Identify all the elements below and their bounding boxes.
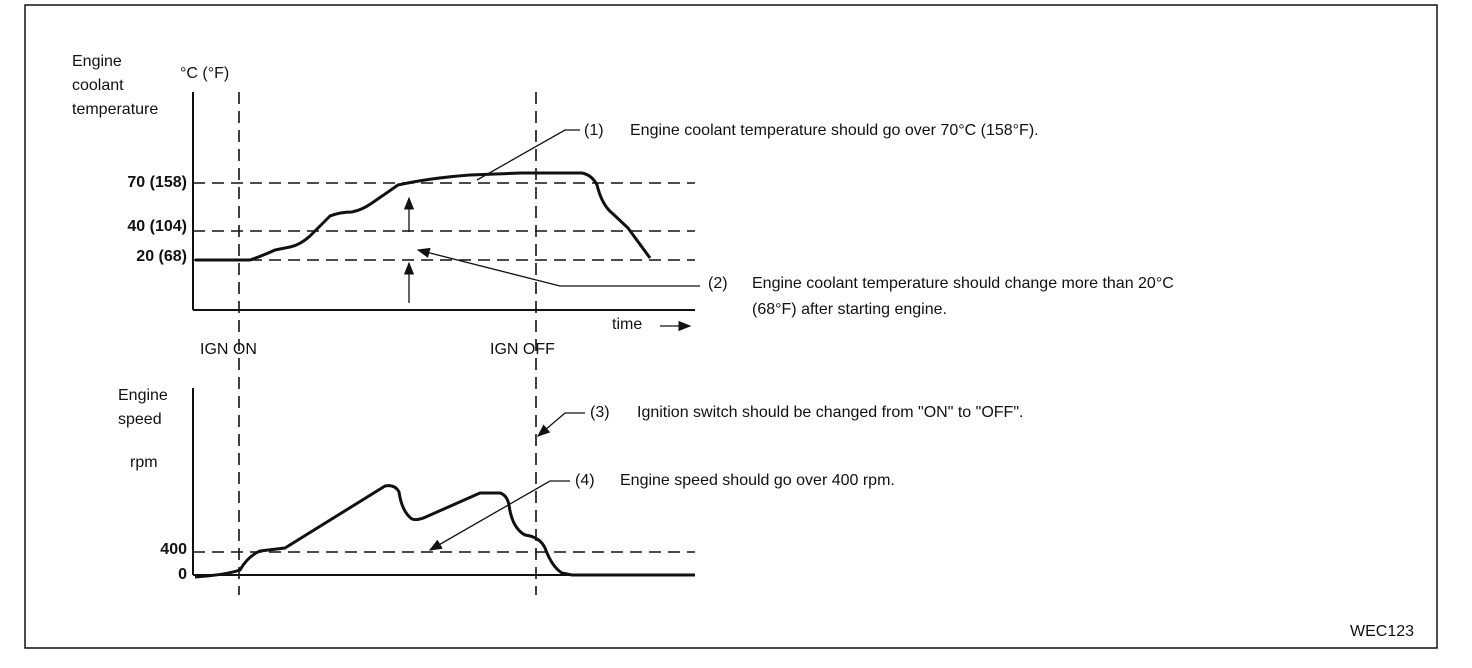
axis-title: coolant	[72, 77, 124, 94]
temperature-graph: Engine coolant temperature °C (°F) 70 (1…	[72, 53, 695, 333]
level-label: 0	[178, 566, 187, 583]
axis-unit: rpm	[130, 454, 158, 471]
note-number: (1)	[584, 122, 604, 139]
leader	[428, 480, 570, 551]
note-text: Ignition switch should be changed from "…	[637, 404, 1023, 421]
leader	[537, 412, 585, 437]
leader	[416, 247, 700, 287]
axis-unit: °C (°F)	[180, 65, 229, 82]
note-number: (2)	[708, 275, 728, 292]
level-label: 400	[160, 541, 187, 558]
axis-title: Engine	[72, 53, 122, 70]
figure-id: WEC123	[1350, 623, 1414, 640]
time-label: time	[612, 316, 642, 333]
level-label: 20 (68)	[136, 248, 187, 265]
frame	[24, 4, 1438, 649]
note-text: Engine coolant temperature should go ove…	[630, 122, 1039, 139]
axis-title: speed	[118, 411, 162, 428]
speed-graph: Engine speed rpm 400 0	[118, 387, 695, 583]
note-number: (4)	[575, 472, 595, 489]
event-label: IGN OFF	[490, 341, 555, 358]
note-number: (3)	[590, 404, 610, 421]
axis-title: temperature	[72, 101, 158, 118]
note-text: (68°F) after starting engine.	[752, 301, 947, 318]
event-label: IGN ON	[200, 341, 257, 358]
axis-title: Engine	[118, 387, 168, 404]
leader	[476, 129, 580, 181]
note-text: Engine speed should go over 400 rpm.	[620, 472, 895, 489]
level-label: 70 (158)	[127, 174, 187, 191]
level-label: 40 (104)	[127, 218, 187, 235]
notes: (1) Engine coolant temperature should go…	[575, 122, 1174, 489]
note-text: Engine coolant temperature should change…	[752, 275, 1174, 292]
